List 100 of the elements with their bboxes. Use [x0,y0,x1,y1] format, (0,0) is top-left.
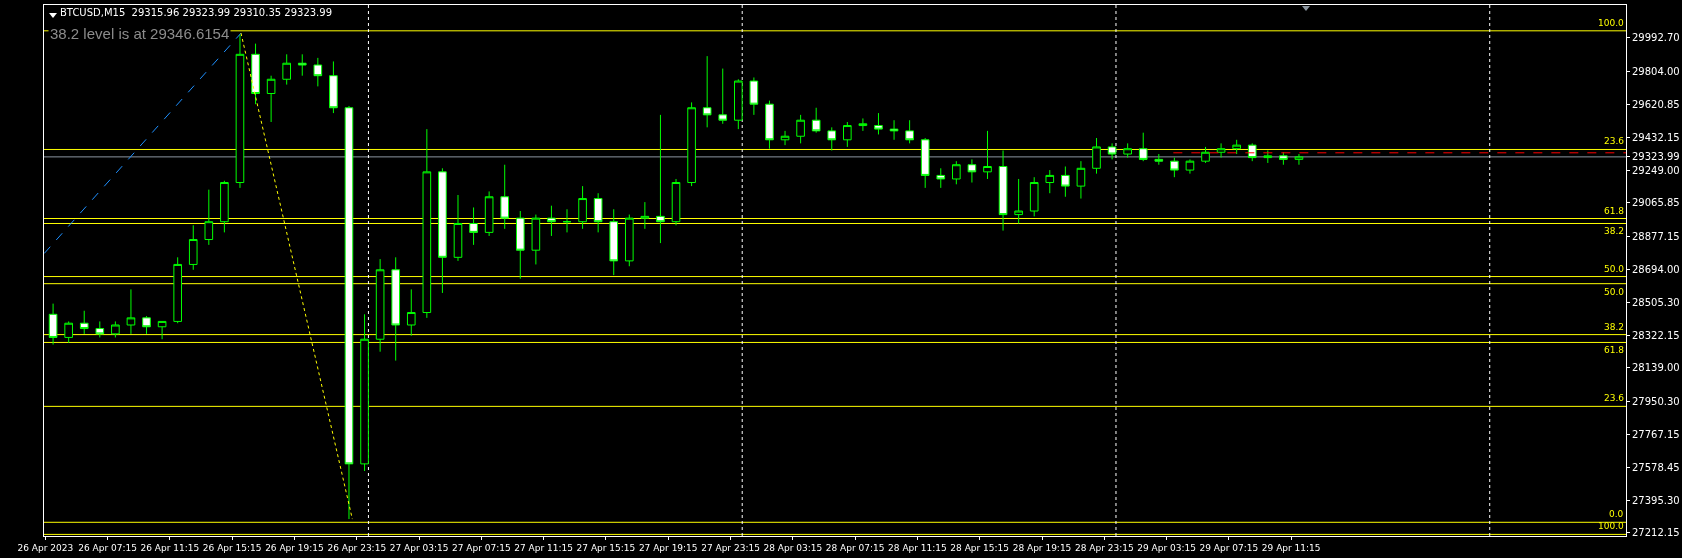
candlestick [936,167,946,189]
y-tick-label: 29992.70 [1632,32,1680,44]
candlestick [438,167,447,294]
candlestick [1294,153,1304,166]
candlestick [79,310,89,335]
y-tick-label: 29249.00 [1632,164,1680,176]
x-tick-label: 28 Apr 15:15 [950,542,1010,553]
x-tick-label: 26 Apr 19:15 [265,542,324,553]
candlestick [843,121,852,148]
x-tick-label: 28 Apr 07:15 [825,542,885,553]
candlestick [1247,142,1257,162]
y-tick-label: 27767.15 [1632,428,1680,440]
candlestick [173,256,182,324]
candlestick [983,130,992,180]
candlestick [1232,139,1241,155]
candlestick [702,55,712,128]
annotation: 50.0 [1604,264,1625,274]
candlestick [188,224,198,271]
candlestick [640,201,650,230]
annotation: 23.6 [1604,136,1625,146]
candlestick [1076,160,1086,200]
x-tick-label: 29 Apr 11:15 [1261,542,1321,553]
candlestick [282,53,291,86]
y-tick-label: 28139.00 [1632,362,1680,374]
annotation: 61.8 [1604,206,1625,216]
candlestick [204,189,214,246]
candlestick [1154,153,1164,166]
y-tick-label: 28694.00 [1632,263,1680,275]
x-tick-label: 28 Apr 11:15 [888,542,947,553]
candlestick [952,160,961,185]
x-tick-label: 27 Apr 11:15 [514,542,573,553]
candlestick [1216,142,1226,159]
candlestick [1279,151,1288,166]
candlestick [484,190,494,237]
candlestick [1138,132,1148,162]
candlestick [500,164,510,230]
candlestick [1170,157,1179,178]
candlestick [547,205,556,237]
y-tick-label: 29065.85 [1632,197,1680,209]
candlestick [453,194,463,262]
candlestick [111,320,120,338]
candlestick [469,206,478,246]
y-tick-label: 29804.00 [1632,65,1680,77]
y-tick-label: 28322.15 [1632,329,1680,341]
annotation: 50.0 [1604,287,1625,297]
candlestick [1201,146,1210,164]
x-tick-label: 26 Apr 2023 [17,542,74,553]
candlestick [1045,169,1055,194]
candlestick [297,53,307,77]
annotation: 23.6 [1604,393,1625,403]
candlestick [422,128,432,319]
candlestick [656,114,665,244]
candlestick [266,75,276,123]
y-tick-label: 29432.15 [1632,132,1680,144]
candlestick [531,214,541,265]
candlestick [1061,166,1070,198]
candlestick [718,68,728,125]
candlestick [1092,137,1101,175]
candlestick [765,100,774,150]
candlestick [64,320,73,344]
x-tick-label: 27 Apr 15:15 [576,542,636,553]
candlestick [734,78,743,130]
x-tick-label: 27 Apr 07:15 [452,542,511,553]
candlestick [406,288,416,337]
annotation: 100.0 [1598,18,1625,28]
candlestick [313,57,323,87]
annotation: 38.2 [1604,226,1625,236]
x-tick-label: 26 Apr 11:15 [140,542,200,553]
candlestick [811,107,821,134]
x-tick-label: 29 Apr 07:15 [1199,542,1259,553]
x-tick-label: 28 Apr 23:15 [1074,542,1134,553]
candlestick [329,60,338,114]
annotation: 0.0 [1609,509,1624,519]
x-tick-label: 28 Apr 03:15 [763,542,823,553]
candlestick [515,210,525,280]
candlestick [375,258,385,353]
x-tick-label: 27 Apr 03:15 [389,542,449,553]
candlestick [780,130,790,146]
candlestick [391,256,401,362]
candlestick [905,119,914,144]
x-tick-label: 26 Apr 07:15 [78,542,137,553]
candlestick [1123,142,1132,159]
x-tick-label: 27 Apr 19:15 [638,542,698,553]
annotation: 61.8 [1604,345,1625,355]
candlestick [749,76,759,116]
candlestick [157,320,167,340]
candlestick [874,112,883,135]
candlestick [48,303,58,346]
candlestick [344,105,354,520]
y-tick-label: 29323.99 [1632,151,1680,163]
candlestick [889,119,899,141]
candlestick [1185,158,1195,175]
y-tick-label: 27212.15 [1632,527,1680,539]
candlestick [624,214,634,267]
annotation: 38.2 [1604,322,1625,332]
candlestick [609,208,619,276]
candlestick [796,114,805,144]
candlestick [235,34,245,189]
candlestick [1014,178,1023,224]
candlestick [920,137,930,189]
